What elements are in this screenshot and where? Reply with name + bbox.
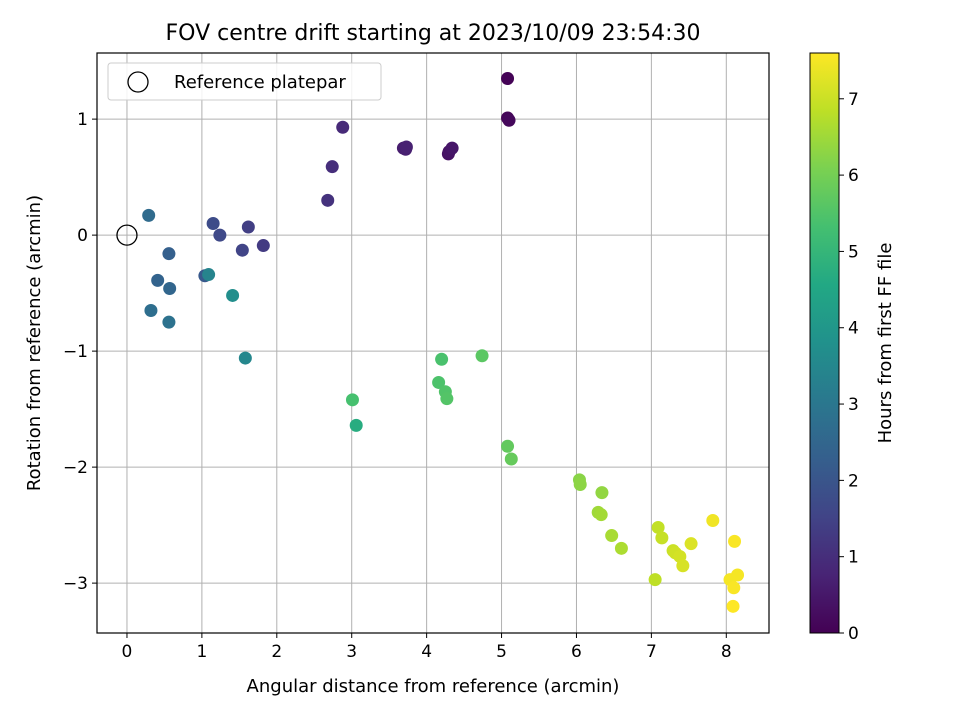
data-point: [726, 599, 740, 613]
colorbar-tick-label: 1: [848, 548, 859, 568]
colorbar-tick-label: 6: [848, 166, 859, 186]
data-point: [727, 581, 741, 595]
data-point: [349, 418, 363, 432]
data-point: [432, 375, 446, 389]
data-point: [731, 568, 745, 582]
y-tick-label: −1: [63, 342, 88, 362]
data-point: [226, 288, 240, 302]
plot-frame: [96, 52, 770, 634]
y-tick-label: 0: [77, 226, 88, 246]
x-axis-ticks: 0 1 2 3 4 5 6 7 8: [122, 633, 732, 662]
data-point: [235, 243, 249, 257]
data-point: [684, 537, 698, 551]
data-point: [202, 268, 216, 282]
data-point: [440, 392, 454, 406]
grid-lines: [97, 53, 769, 633]
data-point: [648, 573, 662, 587]
x-tick-label: 4: [421, 642, 432, 662]
x-tick-label: 0: [122, 642, 133, 662]
data-point: [325, 160, 339, 174]
data-point: [502, 113, 516, 127]
x-tick-label: 1: [196, 642, 207, 662]
x-axis-label: Angular distance from reference (arcmin): [247, 676, 620, 697]
data-point: [445, 141, 459, 155]
data-point: [345, 393, 359, 407]
data-point: [142, 208, 156, 222]
data-point: [238, 351, 252, 365]
data-point: [655, 531, 669, 545]
x-tick-label: 6: [571, 642, 582, 662]
colorbar-ticks: 0 1 2 3 4 5 6 7: [839, 90, 859, 644]
colorbar-tick-label: 4: [848, 319, 859, 339]
reference-marker: [116, 224, 138, 246]
colorbar-tick-label: 3: [848, 395, 859, 415]
data-point: [676, 559, 690, 573]
legend-box: [107, 62, 382, 101]
data-point: [163, 281, 177, 295]
x-tick-label: 3: [346, 642, 357, 662]
data-point: [504, 452, 518, 466]
x-tick-label: 5: [496, 642, 507, 662]
x-tick-label: 8: [721, 642, 732, 662]
data-point: [651, 520, 665, 534]
data-point: [206, 217, 220, 231]
colorbar-label: Hours from first FF file: [875, 243, 896, 444]
data-point: [162, 315, 176, 329]
reference-marker-group: [116, 224, 138, 246]
data-point: [501, 439, 515, 453]
y-tick-label: 1: [77, 110, 88, 130]
x-tick-label: 2: [271, 642, 282, 662]
colorbar-tick-label: 5: [848, 242, 859, 262]
colorbar: 0 1 2 3 4 5 6 7 Hours from first FF file: [809, 52, 896, 644]
data-point: [336, 120, 350, 134]
data-point: [605, 529, 619, 543]
data-point: [706, 513, 720, 527]
data-point: [573, 478, 587, 492]
data-point: [614, 541, 628, 555]
data-point: [595, 486, 609, 500]
data-point: [475, 349, 489, 363]
x-tick-label: 7: [646, 642, 657, 662]
data-point: [151, 273, 165, 287]
data-point: [144, 304, 158, 318]
data-point: [435, 352, 449, 366]
data-point: [321, 193, 335, 207]
data-point: [162, 247, 176, 261]
data-point: [728, 534, 742, 548]
y-axis-label: Rotation from reference (arcmin): [24, 195, 45, 491]
data-point: [594, 508, 608, 522]
legend-entry-label: Reference platepar: [174, 72, 346, 93]
colorbar-gradient: [809, 52, 840, 634]
data-point: [501, 72, 515, 86]
data-points: [142, 72, 745, 613]
y-axis-ticks: −3 −2 −1 0 1: [63, 110, 97, 594]
data-point: [241, 220, 255, 234]
y-tick-label: −3: [63, 574, 88, 594]
data-point: [256, 239, 270, 253]
legend: Reference platepar: [107, 62, 382, 101]
colorbar-tick-label: 7: [848, 90, 859, 110]
colorbar-tick-label: 2: [848, 471, 859, 491]
y-tick-label: −2: [63, 458, 88, 478]
data-point: [399, 140, 413, 154]
data-point: [213, 228, 227, 242]
legend-reference-icon: [127, 71, 149, 93]
colorbar-tick-label: 0: [848, 624, 859, 644]
chart-title: FOV centre drift starting at 2023/10/09 …: [166, 21, 701, 46]
